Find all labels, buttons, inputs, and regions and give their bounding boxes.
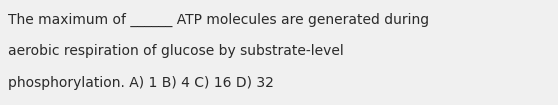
Text: The maximum of ______ ATP molecules are generated during: The maximum of ______ ATP molecules are … — [8, 13, 430, 27]
Text: phosphorylation. A) 1 B) 4 C) 16 D) 32: phosphorylation. A) 1 B) 4 C) 16 D) 32 — [8, 76, 274, 90]
Text: aerobic respiration of glucose by substrate-level: aerobic respiration of glucose by substr… — [8, 44, 344, 58]
